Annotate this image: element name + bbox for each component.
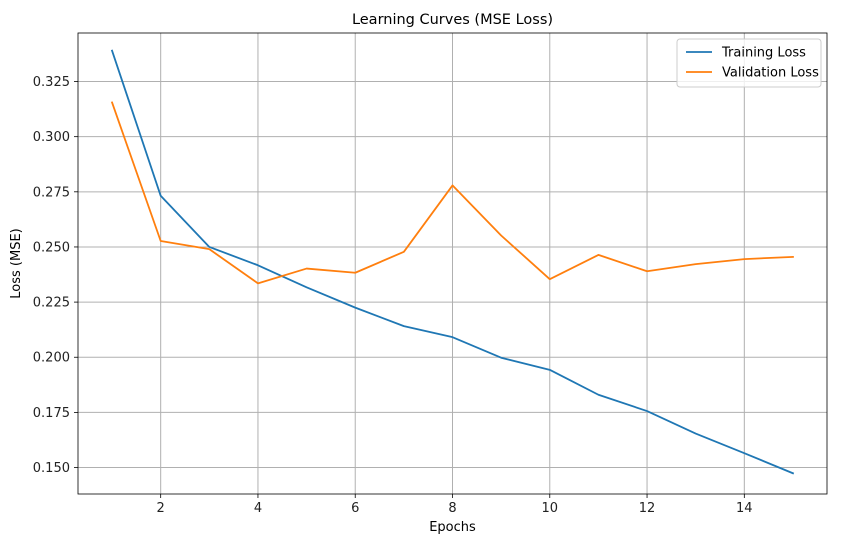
x-tick-label: 4 [254, 501, 262, 516]
series-line-validation-loss [110, 101, 794, 285]
x-tick-label: 2 [157, 501, 165, 516]
y-tick-label: 0.325 [33, 75, 70, 90]
series-lines [110, 49, 795, 475]
x-tick-label: 10 [541, 501, 558, 516]
legend-box [676, 38, 822, 88]
grid-lines [78, 33, 827, 494]
series-line-training-loss [110, 49, 795, 475]
y-tick-label: 0.150 [33, 461, 70, 476]
x-axis-label: Epochs [429, 520, 476, 535]
y-tick-label: 0.275 [33, 185, 70, 200]
y-tick-label: 0.175 [33, 406, 70, 421]
y-tick-label: 0.300 [33, 130, 70, 145]
x-tick-label: 14 [736, 501, 753, 516]
legend: Training Loss Validation Loss [676, 38, 822, 88]
y-tick-label: 0.200 [33, 351, 70, 366]
x-tick-label: 6 [351, 501, 359, 516]
x-tick-label: 8 [448, 501, 456, 516]
y-axis-label: Loss (MSE) [9, 228, 24, 298]
x-tick-label: 12 [639, 501, 656, 516]
y-tick-label: 0.250 [33, 240, 70, 255]
y-tick-label: 0.225 [33, 296, 70, 311]
chart-title: Learning Curves (MSE Loss) [352, 12, 553, 28]
legend-label: Training Loss [721, 46, 806, 61]
axis-ticks: 2 4 6 8 10 12 14 0.150 0.175 0.200 0.225 0.250 0.275… [33, 75, 753, 516]
legend-label: Validation Loss [722, 66, 819, 81]
